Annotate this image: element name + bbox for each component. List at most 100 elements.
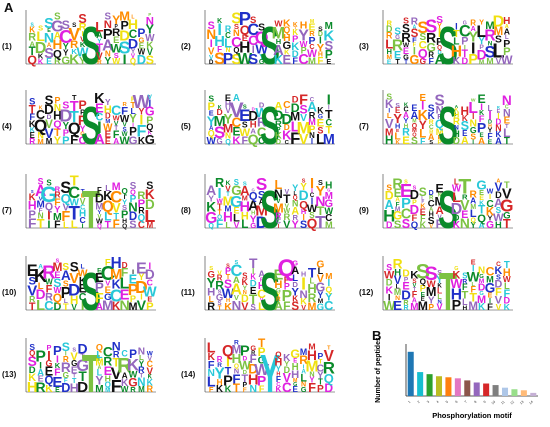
logo-residue: I — [226, 355, 230, 371]
logo-residue: P — [115, 24, 119, 30]
logo-residue: G — [71, 359, 77, 368]
logo-residue: A — [274, 299, 283, 313]
logo-residue: T — [70, 99, 79, 115]
logo-residue: T — [70, 109, 80, 126]
logo-residue: I — [472, 139, 474, 146]
logo-center-residue: S — [81, 263, 101, 318]
logo-residue: S — [122, 203, 127, 212]
logo-residue: E — [326, 57, 331, 66]
logo-residue: H — [318, 52, 323, 59]
logo-residue: K — [410, 269, 419, 281]
logo-residue: H — [70, 381, 79, 395]
logo-residue: L — [95, 19, 103, 34]
logo-residue: A — [98, 365, 102, 371]
bar-11 — [501, 387, 509, 396]
logo-residue: P — [128, 282, 139, 299]
logo-residue: S — [231, 51, 241, 68]
logo-residue: L — [437, 286, 442, 296]
logo-residue: L — [437, 293, 442, 301]
logo-residue: E — [396, 128, 400, 134]
logo-residue: S — [129, 219, 136, 231]
logo-residue: H — [503, 267, 511, 279]
logo-residue: S — [495, 35, 502, 46]
logo-residue: D — [299, 187, 309, 203]
logo-residue: L — [318, 266, 324, 276]
logo-residue: Y — [98, 210, 102, 216]
logo-residue: T — [395, 57, 400, 66]
logo-residue: P — [103, 27, 113, 43]
logo-residue: S — [31, 23, 35, 29]
logo-residue: P — [325, 49, 333, 62]
logo-residue: M — [436, 126, 444, 137]
logo-residue: S — [318, 26, 323, 33]
logo-residue: W — [307, 48, 317, 60]
logo-residue: D — [504, 296, 511, 306]
x-tick-label: 10 — [491, 400, 497, 406]
logo-residue: W — [147, 350, 154, 357]
logo-residue: M — [223, 193, 234, 208]
logo-label: (2) — [181, 42, 191, 51]
logo-residue: S — [72, 22, 77, 29]
logo-residue: S — [318, 178, 323, 187]
logo-residue: T — [72, 373, 76, 379]
logo-residue: L — [225, 220, 230, 230]
logo-residue: N — [309, 131, 315, 140]
logo-residue: V — [283, 371, 292, 385]
logo-residue: E — [402, 135, 410, 147]
logo-residue: S — [56, 258, 60, 264]
logo-residue: A — [54, 31, 61, 42]
logo-residue: R — [28, 32, 36, 44]
logo-residue: H — [325, 181, 332, 192]
logo-residue: A — [37, 366, 44, 377]
logo-residue: R — [403, 305, 408, 312]
logo-residue: R — [403, 298, 409, 307]
logo-residue: C — [79, 292, 87, 304]
logo-residue: K — [29, 119, 36, 129]
logo-residue: K — [453, 56, 461, 67]
logo-residue: W — [133, 91, 151, 112]
logo-residue: A — [209, 125, 214, 132]
logo-residue: K — [28, 372, 36, 384]
logo-residue: R — [55, 184, 61, 193]
logo-residue: H — [383, 206, 395, 225]
logo-residue: I — [421, 100, 424, 113]
logo-residue: R — [79, 22, 87, 34]
logo-residue: M — [37, 137, 43, 146]
sequence-logo: HKDSQSREAIPKQEGIPEEFKIPDFGRRISHTTEGVSDTG… — [25, 338, 156, 400]
logo-residue: G — [317, 302, 324, 313]
logo-residue: T — [72, 93, 77, 102]
logo-residue: N — [54, 103, 61, 114]
logo-residue: M — [129, 301, 138, 313]
logo-residue: I — [82, 223, 84, 230]
logo-residue: P — [138, 198, 146, 210]
sequence-logo: FLNFKLKHYRRKPTIQTFNQHMRFPTDWDPNHDFRGFPWG… — [204, 336, 335, 400]
logo-residue: T — [258, 336, 266, 350]
logo-residue: P — [503, 46, 511, 58]
sequence-logo: DVVINSSFHIKPNLCRSQCNSSWHEQPSICCSGYWQSSKA… — [204, 8, 335, 72]
logo-residue: E — [120, 287, 130, 303]
logo-residue: A — [47, 43, 52, 49]
logo-residue: Y — [488, 127, 493, 135]
logo-residue: M — [95, 357, 103, 368]
logo-residue: R — [103, 355, 112, 369]
logo-residue: T — [217, 201, 223, 211]
logo-residue: H — [307, 348, 317, 363]
logo-residue: F — [217, 45, 222, 54]
logo-residue: S — [437, 268, 442, 277]
bar-3 — [426, 374, 433, 396]
logo-residue: L — [394, 132, 401, 143]
logo-residue: M — [223, 121, 233, 135]
logo-residue: A — [29, 39, 35, 48]
logo-residue: H — [386, 47, 391, 56]
logo-residue: Q — [283, 25, 290, 35]
logo-residue: C — [309, 42, 314, 51]
logo-residue: S — [416, 260, 430, 284]
logo-residue: S — [425, 263, 438, 285]
logo-center-residue: S — [81, 17, 101, 72]
logo-residue: H — [70, 294, 78, 307]
logo-residue: M — [225, 204, 232, 214]
logo-residue: E — [293, 359, 297, 365]
logo-residue: K — [112, 277, 121, 291]
logo-residue: K — [71, 47, 77, 56]
logo-residue: W — [207, 136, 217, 147]
